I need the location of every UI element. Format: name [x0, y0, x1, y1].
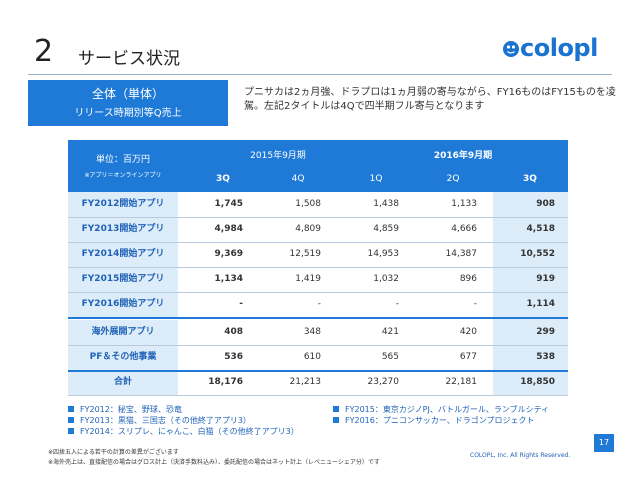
- table-cell: 10,552: [520, 249, 555, 259]
- row-divider: [68, 217, 568, 218]
- row-label: FY2015開始アプリ: [68, 267, 178, 292]
- table-cell: 4,518: [526, 224, 555, 234]
- table-cell: 22,181: [445, 377, 478, 387]
- table-cell: 908: [536, 199, 555, 209]
- copyright: COLOPL, Inc. All Rights Reserved.: [470, 452, 571, 459]
- section-number: 2: [34, 34, 54, 69]
- table-row: PF＆その他事業 536 610 565 677 538: [68, 345, 568, 370]
- table-row: FY2013開始アプリ 4,984 4,809 4,859 4,666 4,518: [68, 217, 568, 242]
- table-cell: 4,809: [295, 224, 321, 234]
- table-header: 単位：百万円 ※アプリ＝オンラインアプリ 2015年9月期 2016年9月期 3…: [68, 140, 568, 192]
- table-cell: 299: [536, 327, 555, 337]
- footnote: ※四捨五入による若干の計算の差異がございます: [48, 449, 179, 456]
- title-divider: [28, 74, 612, 75]
- table-cell: 18,850: [520, 377, 555, 387]
- row-divider: [68, 345, 568, 346]
- footnote: ※海外売上は、直接配信の場合はグロス計上（決済手数料込み）、委託配信の場合はネッ…: [48, 459, 380, 466]
- table-row: FY2012開始アプリ 1,745 1,508 1,438 1,133 908: [68, 192, 568, 217]
- row-divider: [68, 317, 568, 319]
- legend-right: FY2015：東京カジノPJ、バトルガール、ランブルシティ FY2016：プニコ…: [333, 404, 549, 426]
- table-cell: 421: [381, 327, 399, 337]
- logo-text: colopl: [520, 34, 598, 62]
- year-2015-label: 2015年9月期: [250, 151, 306, 161]
- row-divider: [68, 267, 568, 268]
- quarter-header: 1Q: [369, 174, 383, 184]
- page-number: 17: [594, 434, 614, 452]
- row-label: 海外展開アプリ: [68, 320, 178, 345]
- row-label: 合計: [68, 370, 178, 395]
- table-cell: -: [473, 299, 477, 309]
- unit-label: 単位：百万円: [95, 155, 150, 165]
- row-label: FY2016開始アプリ: [68, 292, 178, 317]
- quarter-header: 4Q: [291, 174, 305, 184]
- table-cell: 1,745: [214, 199, 243, 209]
- table-cell: -: [395, 299, 399, 309]
- table-row: 海外展開アプリ 408 348 421 420 299: [68, 320, 568, 345]
- table-cell: 1,508: [295, 199, 321, 209]
- row-label: FY2013開始アプリ: [68, 217, 178, 242]
- table-cell: 14,953: [367, 249, 400, 259]
- quarter-header: 3Q: [523, 174, 537, 184]
- table-cell: -: [239, 299, 243, 309]
- table-cell: 565: [381, 352, 399, 362]
- table-cell: 12,519: [289, 249, 322, 259]
- summary-note: プニサカは2ヵ月強、ドラプロは1ヵ月弱の寄与ながら、FY16ものはFY15ものを…: [244, 87, 616, 112]
- legend-item: FY2015：東京カジノPJ、バトルガール、ランブルシティ: [333, 404, 549, 415]
- row-divider: [68, 292, 568, 293]
- row-label: FY2012開始アプリ: [68, 192, 178, 217]
- row-divider: [68, 370, 568, 372]
- quarter-header: 3Q: [216, 174, 230, 184]
- page-title: サービス状況: [78, 49, 180, 69]
- table-cell: 536: [224, 352, 243, 362]
- row-divider: [68, 395, 568, 396]
- table-cell: 9,369: [214, 249, 243, 259]
- unit-note: ※アプリ＝オンラインアプリ: [84, 172, 162, 179]
- table-cell: 677: [459, 352, 477, 362]
- legend-left: FY2012：秘宝、野球、恐竜 FY2013：黒猫、三国志（その他終了アプリ3）…: [68, 404, 299, 437]
- table-row: FY2015開始アプリ 1,134 1,419 1,032 896 919: [68, 267, 568, 292]
- table-cell: 538: [536, 352, 555, 362]
- highlight-column: [493, 192, 568, 396]
- table-cell: 1,114: [526, 299, 555, 309]
- table-cell: 1,419: [295, 274, 321, 284]
- year-2016-label: 2016年9月期: [433, 151, 493, 161]
- table-cell: 420: [459, 327, 477, 337]
- table-cell: 1,032: [373, 274, 399, 284]
- table-row: FY2016開始アプリ - - - - 1,114: [68, 292, 568, 317]
- table-cell: 610: [303, 352, 321, 362]
- table-cell: 18,176: [208, 377, 243, 387]
- table-cell: 4,666: [451, 224, 477, 234]
- badge-line-2: リリース時期別等Q売上: [74, 108, 182, 119]
- row-divider: [68, 242, 568, 243]
- table-cell: 21,213: [289, 377, 322, 387]
- table-cell: 896: [459, 274, 477, 284]
- table-cell: 1,134: [214, 274, 243, 284]
- table-cell: 408: [224, 327, 243, 337]
- table-cell: 348: [303, 327, 321, 337]
- section-badge: 全体（単体） リリース時期別等Q売上: [28, 80, 228, 126]
- legend-item: FY2013：黒猫、三国志（その他終了アプリ3）: [68, 415, 299, 426]
- table-cell: -: [317, 299, 321, 309]
- table-cell: 1,438: [373, 199, 399, 209]
- table-cell: 4,984: [214, 224, 243, 234]
- row-label: PF＆その他事業: [68, 345, 178, 370]
- table-row: FY2014開始アプリ 9,369 12,519 14,953 14,387 10,552: [68, 242, 568, 267]
- table-row: 合計 18,176 21,213 23,270 22,181 18,850: [68, 370, 568, 395]
- table-cell: 4,859: [373, 224, 399, 234]
- legend-item: FY2014：スリプレ、にゃんこ、白猫（その他終了アプリ3）: [68, 426, 299, 437]
- legend-item: FY2016：プニコンサッカー、ドラゴンプロジェクト: [333, 415, 549, 426]
- badge-line-1: 全体（単体）: [91, 87, 164, 101]
- table-cell: 919: [536, 274, 555, 284]
- table-cell: 23,270: [367, 377, 400, 387]
- table-cell: 1,133: [451, 199, 477, 209]
- row-label: FY2014開始アプリ: [68, 242, 178, 267]
- table-cell: 14,387: [445, 249, 478, 259]
- legend-item: FY2012：秘宝、野球、恐竜: [68, 404, 299, 415]
- quarter-header: 2Q: [446, 174, 460, 184]
